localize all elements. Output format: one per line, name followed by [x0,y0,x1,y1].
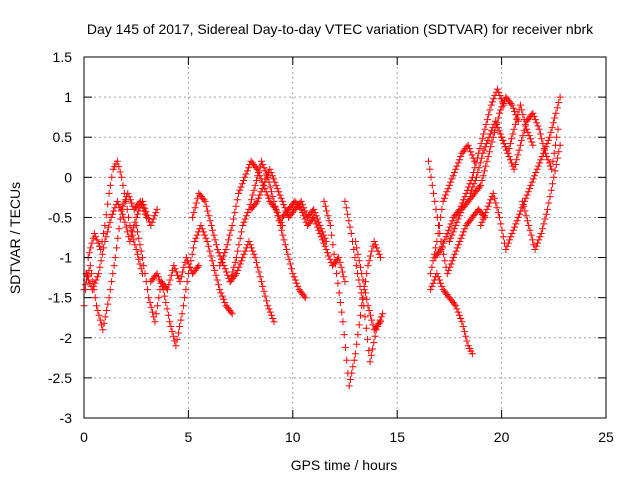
grid [84,57,606,418]
y-axis-label: SDTVAR / TECUs [7,182,23,294]
plot-frame [83,56,607,419]
series-track-13 [351,238,384,334]
series-track-14 [427,270,476,358]
y-tick-label: -1 [60,250,73,266]
y-tick-label: -2 [60,330,73,346]
y-tick-label: -3 [60,410,73,426]
series-track-15 [425,157,489,278]
series-track-22 [519,141,564,253]
y-tick-label: -2.5 [48,370,72,386]
series-track-10 [278,197,349,286]
series-track-08 [226,157,309,302]
x-tick-label: 0 [80,429,88,445]
x-axis-label: GPS time / hours [291,457,398,473]
x-tick-label: 10 [285,429,301,445]
y-tick-label: 0.5 [53,129,73,145]
series-track-21 [498,109,562,173]
y-tick-label: 1.5 [53,49,73,65]
x-tick-label: 5 [185,429,193,445]
series-track-09 [247,165,330,245]
series-track-05 [147,222,236,350]
y-tick-label: 0 [64,169,72,185]
y-tick-label: -1.5 [48,290,72,306]
x-tick-label: 25 [598,429,614,445]
series-track-03 [82,197,161,294]
series-track-04 [132,222,203,326]
series-track-16 [427,141,478,278]
data-series [80,85,564,390]
axis-ticks: 0 5 10 15 20 25 -3 -2.5 -2 -1.5 -1 -0.5 0 0.5 1 1.5 [48,49,614,445]
x-tick-label: 20 [494,429,510,445]
x-tick-label: 15 [389,429,405,445]
y-tick-label: -0.5 [48,209,72,225]
chart-title: Day 145 of 2017, Sidereal Day-to-day VTE… [87,21,594,37]
y-tick-label: 1 [64,89,72,105]
